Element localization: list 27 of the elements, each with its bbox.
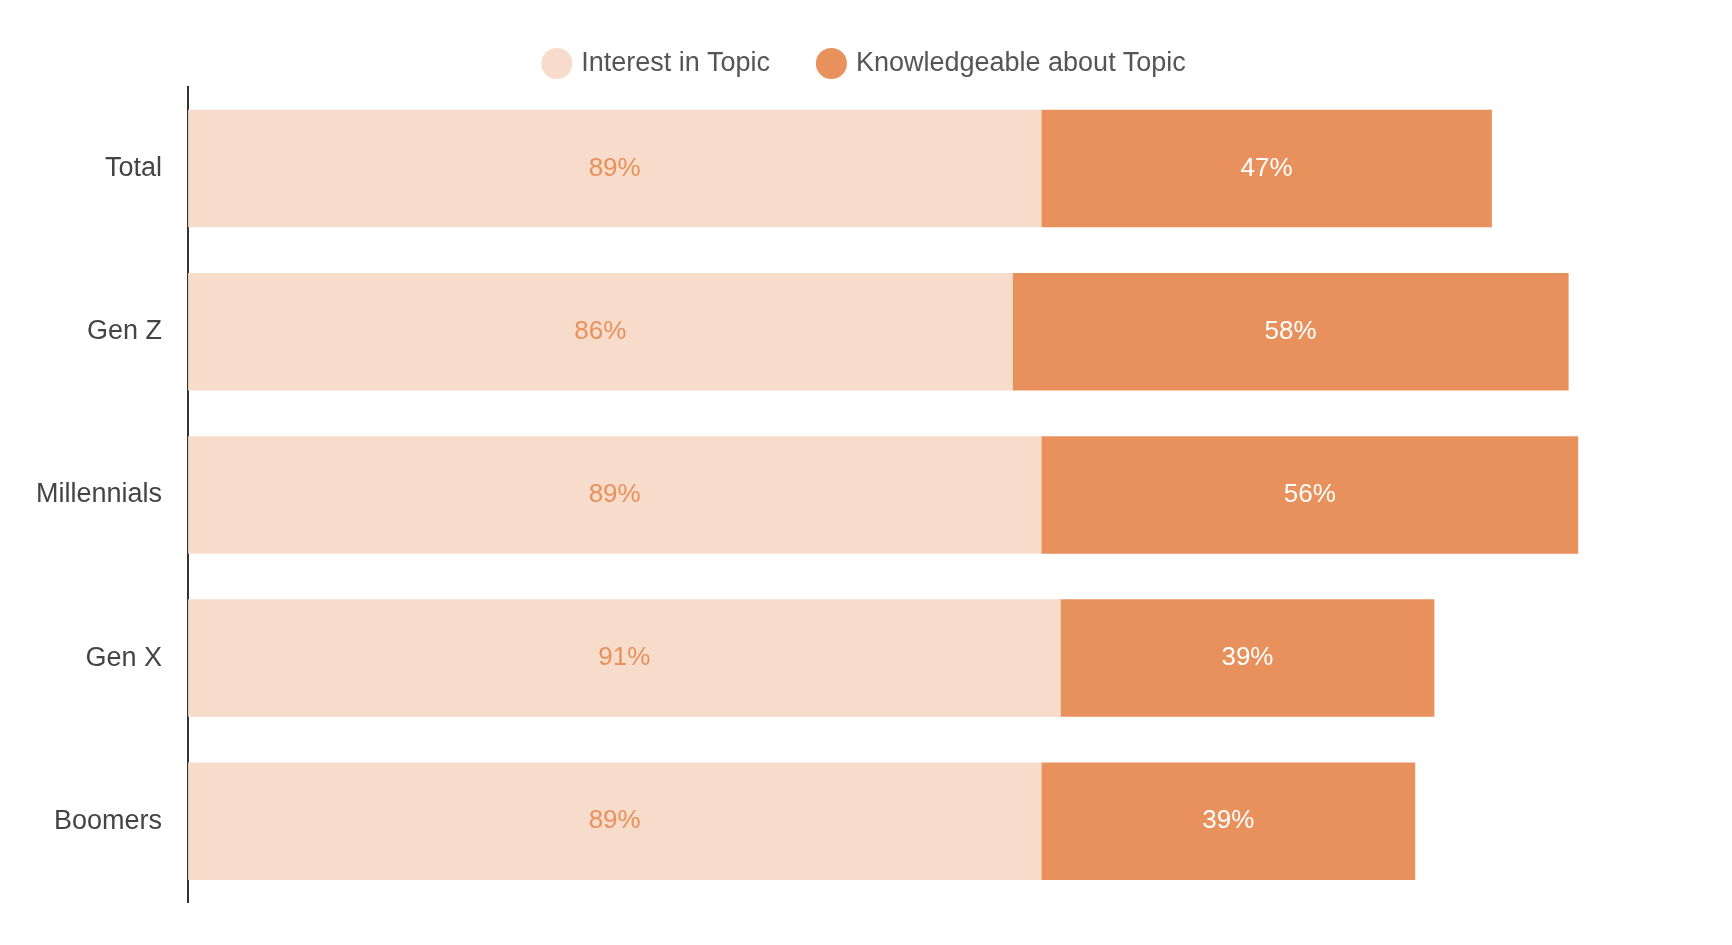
data-label: 39%: [1221, 641, 1274, 672]
bar: [188, 436, 1042, 554]
data-label: 89%: [588, 151, 641, 182]
data-label: 91%: [598, 641, 651, 672]
y-tick-label: Boomers: [54, 804, 163, 835]
data-label: 89%: [588, 478, 641, 509]
data-label: 39%: [1202, 804, 1255, 835]
bar: [1041, 436, 1579, 554]
bar: [188, 273, 1013, 391]
data-label: 47%: [1240, 151, 1293, 182]
y-tick-label: Total: [105, 152, 163, 183]
data-label: 89%: [588, 804, 641, 835]
bar: [1041, 762, 1416, 880]
y-tick-label: Gen Z: [87, 315, 163, 346]
bar: [188, 762, 1042, 880]
y-tick-label: Millennials: [35, 478, 163, 509]
legend-label: Knowledgeable about Topic: [855, 46, 1186, 77]
data-label: 56%: [1283, 478, 1336, 509]
bar: [1012, 273, 1569, 391]
bar: [1060, 599, 1435, 717]
bar: [188, 599, 1061, 717]
legend-label: Interest in Topic: [581, 46, 770, 77]
bar: [188, 109, 1042, 228]
bar: [1041, 109, 1492, 228]
data-label: 58%: [1264, 314, 1317, 345]
data-label: 86%: [574, 314, 627, 345]
y-tick-label: Gen X: [85, 641, 163, 672]
